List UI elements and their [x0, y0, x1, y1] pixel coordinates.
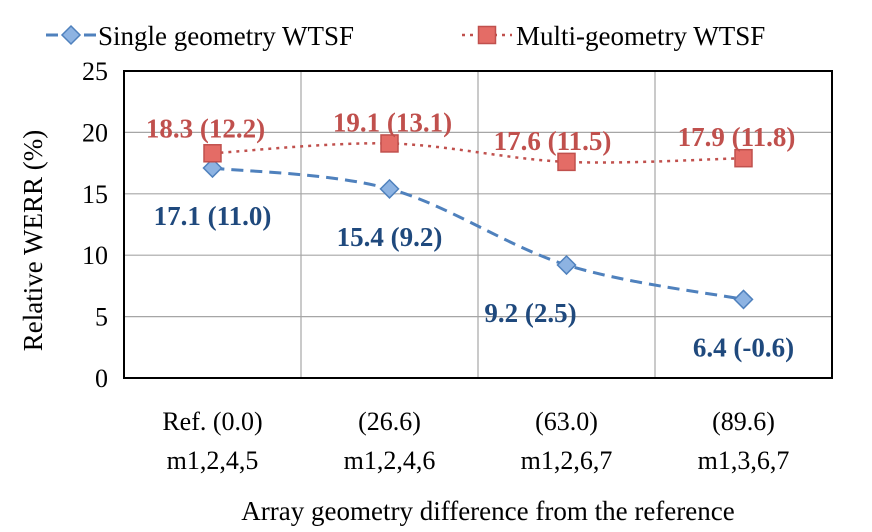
- y-tick-label: 15: [82, 180, 108, 209]
- y-tick-label: 25: [82, 57, 108, 86]
- data-label-multi: 19.1 (13.1): [333, 107, 452, 137]
- y-axis-ticks: 0 5 10 15 20 25: [82, 57, 108, 393]
- x-tick-label: (63.0): [535, 407, 598, 436]
- point-single: [202, 157, 223, 179]
- x-tick-label: (89.6): [712, 407, 775, 436]
- data-label-single: 17.1 (11.0): [154, 201, 272, 231]
- data-label-multi: 17.9 (11.8): [678, 122, 796, 152]
- x-axis-title: Array geometry difference from the refer…: [241, 496, 734, 526]
- x-tick-label: m1,2,4,5: [167, 446, 259, 475]
- data-label-single: 9.2 (2.5): [484, 298, 576, 328]
- data-label-single: 15.4 (9.2): [337, 222, 443, 252]
- point-multi: [203, 144, 222, 163]
- point-single: [733, 289, 754, 310]
- x-tick-label: (26.6): [358, 407, 421, 436]
- point-multi: [734, 148, 753, 168]
- point-single: [556, 254, 577, 276]
- y-tick-label: 10: [82, 241, 108, 270]
- y-tick-label: 20: [82, 118, 108, 147]
- plot-frame: [123, 70, 833, 379]
- y-axis-title: Relative WERR (%): [18, 130, 48, 351]
- x-tick-label: m1,2,4,6: [344, 446, 436, 475]
- data-label-multi: 17.6 (11.5): [494, 126, 612, 156]
- legend-swatch-marker-single: [60, 24, 82, 46]
- x-tick-label: m1,3,6,7: [698, 446, 790, 475]
- data-label-single: 6.4 (-0.6): [693, 332, 794, 362]
- x-tick-label: m1,2,6,7: [521, 446, 613, 475]
- legend-item-single: Single geometry WTSF: [46, 21, 354, 51]
- point-multi: [557, 152, 576, 172]
- legend-label-single: Single geometry WTSF: [98, 21, 354, 51]
- x-tick-label: Ref. (0.0): [162, 407, 262, 436]
- x-axis-ticks: Ref. (0.0) m1,2,4,5 (26.6) m1,2,4,6 (63.0) m1…: [162, 407, 789, 475]
- legend-item-multi: Multi-geometry WTSF: [462, 21, 765, 51]
- point-multi: [380, 134, 399, 153]
- series-line-single: [212, 166, 744, 301]
- series-line-multi: [212, 142, 744, 164]
- data-label-multi: 18.3 (12.2): [146, 113, 265, 143]
- y-tick-label: 0: [95, 364, 108, 393]
- series-layer: [202, 134, 754, 310]
- legend: Single geometry WTSF Multi-geometry WTSF: [46, 21, 765, 51]
- legend-swatch-marker-multi: [477, 25, 497, 45]
- legend-label-multi: Multi-geometry WTSF: [516, 21, 765, 51]
- point-single: [379, 178, 400, 199]
- y-tick-label: 5: [95, 303, 108, 332]
- data-labels: 17.1 (11.0) 15.4 (9.2) 9.2 (2.5) 6.4 (-0.6)…: [146, 107, 795, 362]
